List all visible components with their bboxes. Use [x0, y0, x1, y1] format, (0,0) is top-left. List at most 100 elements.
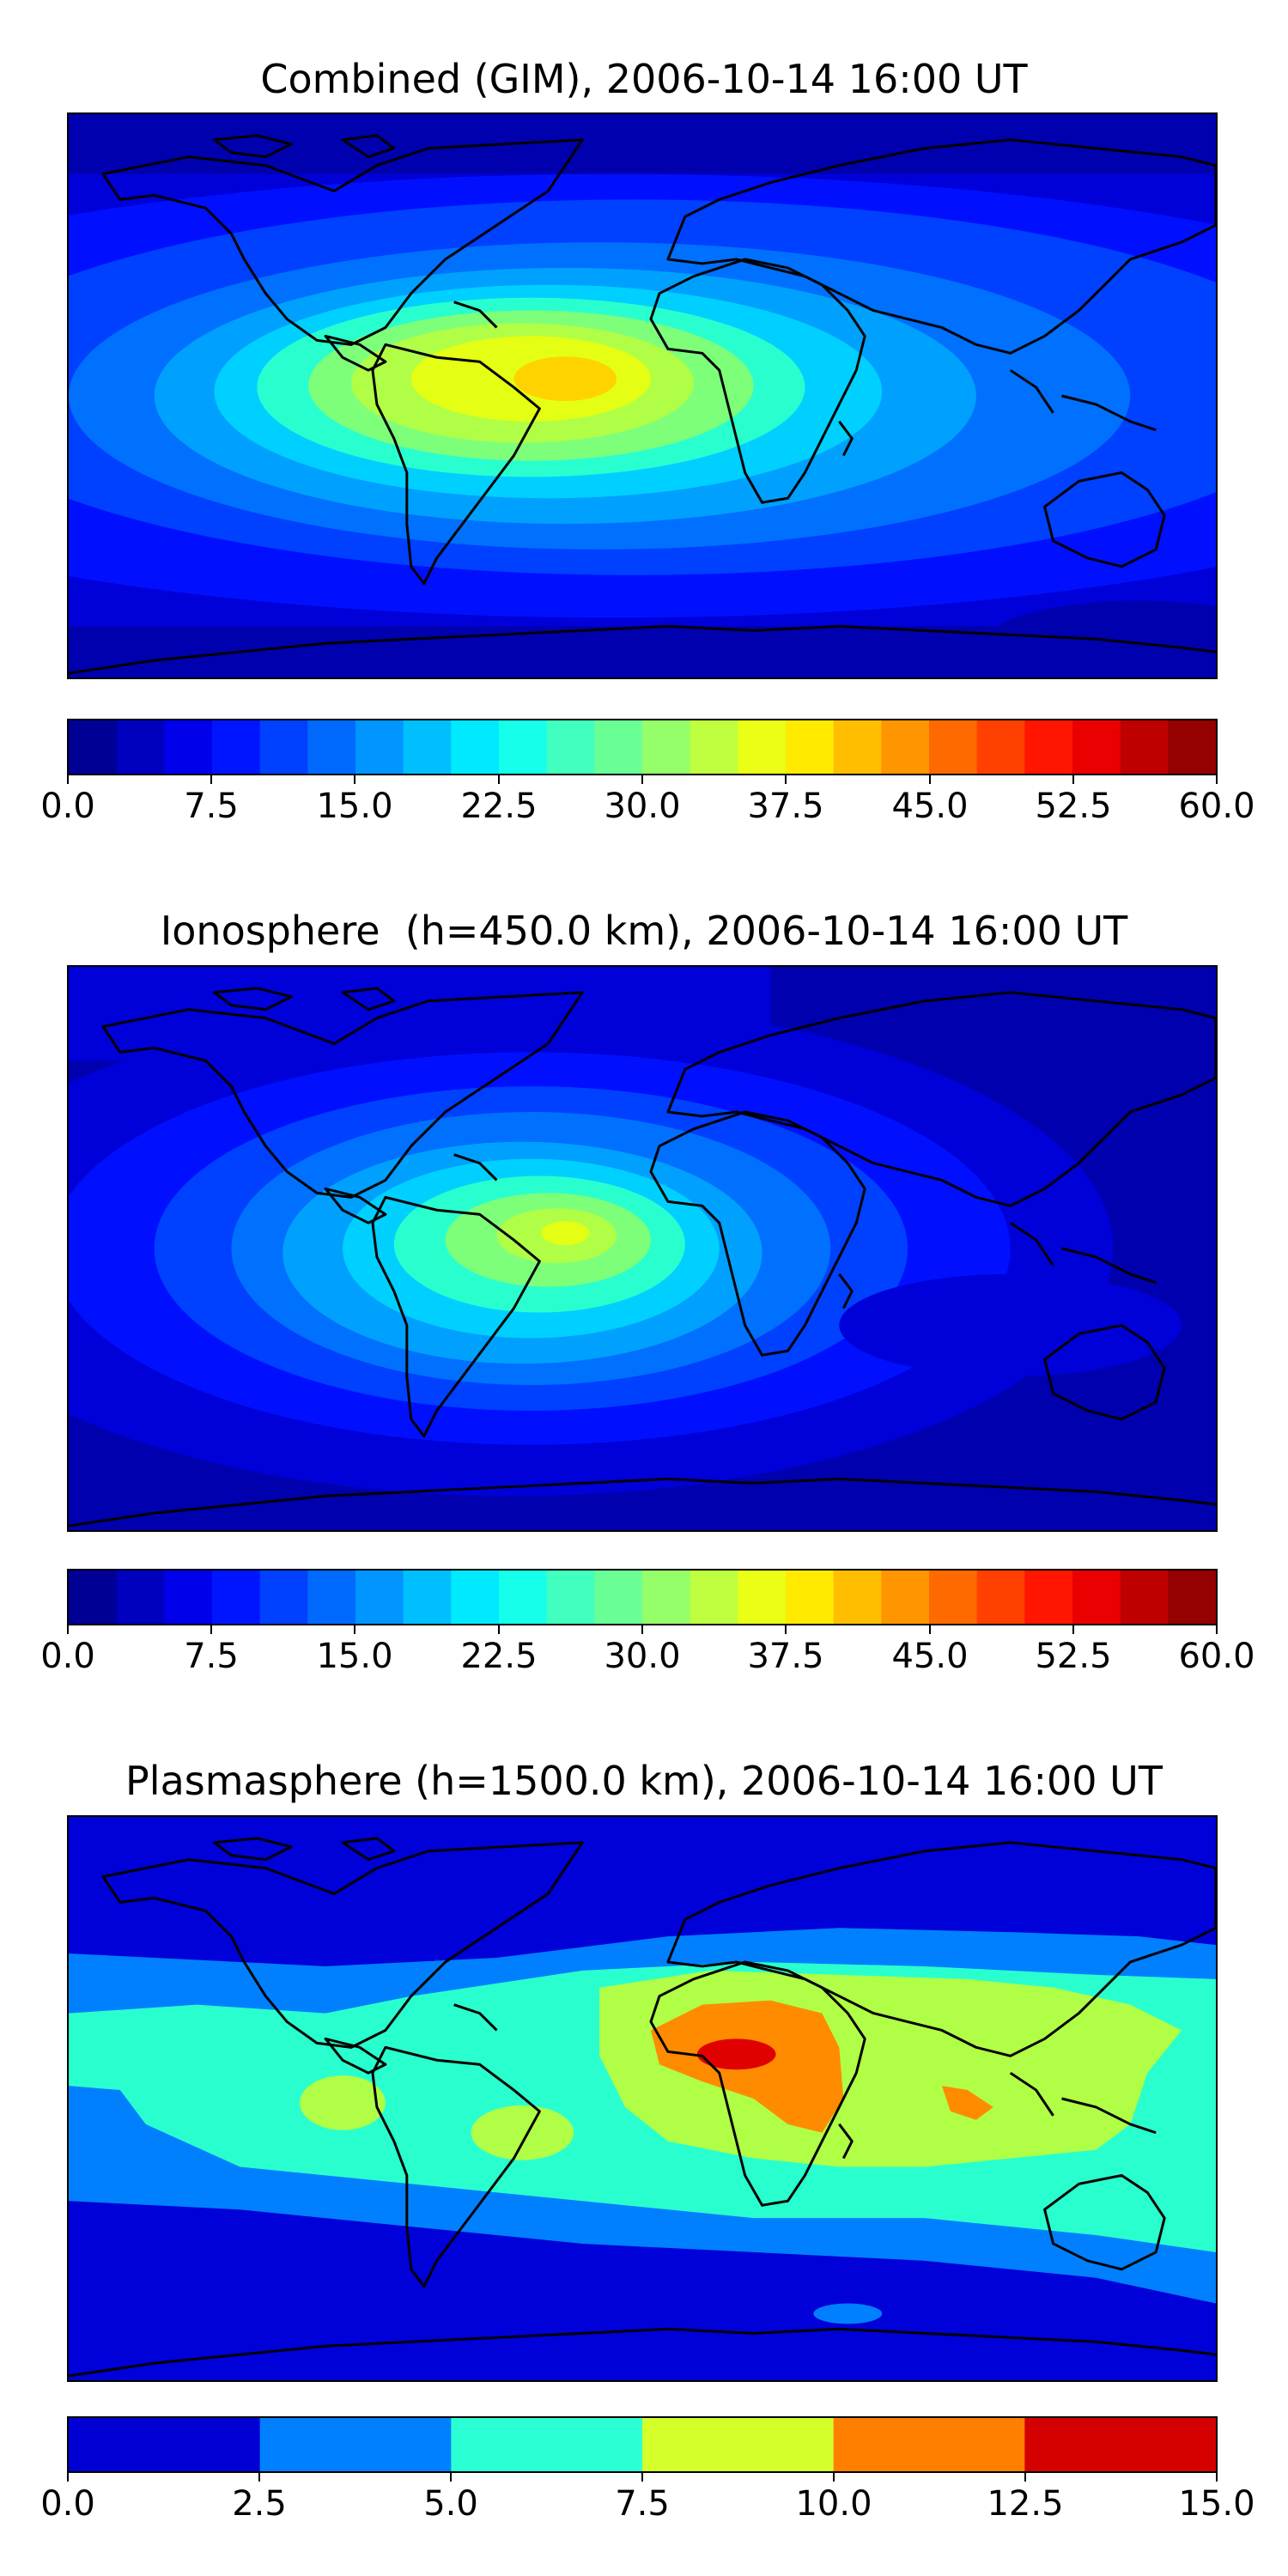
- panel-1-colorbar-ticks: 0.0 7.5 15.0 22.5 30.0 37.5 45.0 52.5 60…: [40, 775, 1255, 827]
- tick-label: 52.5: [1035, 787, 1112, 826]
- tick-label: 5.0: [423, 2484, 478, 2524]
- tick-mark: [1216, 2473, 1218, 2482]
- colorbar-level-5-to-7.5: [451, 2418, 643, 2471]
- tick-label: 15.0: [316, 787, 393, 826]
- colorbar-level-20-to-22.5: [451, 1571, 500, 1624]
- colorbar-level-12.5-to-15: [307, 1571, 356, 1624]
- tick-mark: [67, 775, 69, 784]
- colorbar-level-42.5-to-45: [881, 1571, 930, 1624]
- colorbar-level-35-to-37.5: [738, 1571, 787, 1624]
- tick-label: 60.0: [1178, 1637, 1255, 1676]
- panel-2-title: Ionosphere (h=450.0 km), 2006-10-14 16:0…: [160, 908, 1128, 954]
- colorbar-level-7.5-to-10: [212, 720, 261, 774]
- colorbar-level-37.5-to-40: [786, 1571, 835, 1624]
- tick-label: 15.0: [1178, 2484, 1255, 2524]
- colorbar-level-2.5-to-5: [259, 2418, 452, 2471]
- colorbar-level-40-to-42.5: [833, 720, 882, 774]
- colorbar-level-35-to-37.5: [738, 720, 787, 774]
- colorbar-level-20-to-22.5: [451, 720, 500, 774]
- tick-mark: [929, 1625, 931, 1634]
- tick-label: 30.0: [604, 1637, 681, 1676]
- colorbar-level-22.5-to-25: [499, 1571, 548, 1624]
- tick-label: 15.0: [316, 1637, 393, 1676]
- colorbar-level-42.5-to-45: [881, 720, 930, 774]
- tick-mark: [498, 1625, 500, 1634]
- panel-1-colorbar: [67, 719, 1218, 775]
- tick-mark: [450, 2473, 452, 2482]
- tick-label: 60.0: [1178, 787, 1255, 826]
- tick-label: 12.5: [987, 2484, 1064, 2524]
- tick-mark: [641, 1625, 643, 1634]
- tick-mark: [641, 2473, 643, 2482]
- panel-2-map: [67, 965, 1218, 1532]
- tick-mark: [641, 775, 643, 784]
- panel-1-title: Combined (GIM), 2006-10-14 16:00 UT: [260, 56, 1028, 102]
- tick-mark: [833, 2473, 835, 2482]
- tick-mark: [785, 1625, 787, 1634]
- colorbar-level-25-to-27.5: [546, 1571, 595, 1624]
- colorbar-level-50-to-52.5: [1024, 720, 1073, 774]
- colorbar-level-45-to-47.5: [929, 720, 978, 774]
- tick-mark: [1216, 775, 1218, 784]
- tick-label: 0.0: [40, 2484, 95, 2524]
- colorbar-level-12.5-to-15: [1024, 2418, 1216, 2471]
- colorbar-level-10-to-12.5: [833, 2418, 1025, 2471]
- tick-label: 52.5: [1035, 1637, 1112, 1676]
- tick-mark: [1024, 2473, 1026, 2482]
- colorbar-level-2.5-to-5: [116, 720, 165, 774]
- tick-label: 0.0: [40, 787, 95, 826]
- tick-label: 45.0: [891, 787, 969, 826]
- tick-mark: [929, 775, 931, 784]
- colorbar-level-5-to-7.5: [164, 1571, 213, 1624]
- panel-2-colorbar-ticks: 0.0 7.5 15.0 22.5 30.0 37.5 45.0 52.5 60…: [40, 1625, 1255, 1677]
- colorbar-level-7.5-to-10: [212, 1571, 261, 1624]
- colorbar-level-15-to-17.5: [355, 1571, 404, 1624]
- panel-3-colorbar: [67, 2416, 1218, 2473]
- panel-3-colorbar-ticks: 0.0 2.5 5.0 7.5 10.0 12.5 15.0: [40, 2473, 1255, 2524]
- colorbar-level-27.5-to-30: [594, 1571, 643, 1624]
- colorbar-level-10-to-12.5: [259, 720, 308, 774]
- colorbar-1-blocks: [69, 720, 1216, 774]
- colorbar-level-27.5-to-30: [594, 720, 643, 774]
- colorbar-level-40-to-42.5: [833, 1571, 882, 1624]
- tick-label: 0.0: [40, 1637, 95, 1676]
- colorbar-level-37.5-to-40: [786, 720, 835, 774]
- colorbar-level-17.5-to-20: [403, 1571, 452, 1624]
- colorbar-level-50-to-52.5: [1024, 1571, 1073, 1624]
- tick-label: 7.5: [184, 1637, 239, 1676]
- tick-mark: [67, 2473, 69, 2482]
- tick-label: 22.5: [460, 1637, 538, 1676]
- colorbar-3-blocks: [69, 2418, 1216, 2471]
- colorbar-level-52.5-to-55: [1072, 720, 1121, 774]
- colorbar-2-blocks: [69, 1571, 1216, 1624]
- tick-mark: [210, 775, 212, 784]
- colorbar-level-5-to-7.5: [164, 720, 213, 774]
- tick-mark: [210, 1625, 212, 1634]
- colorbar-level-0-to-2.5: [69, 1571, 118, 1624]
- colorbar-level-55-to-57.5: [1120, 720, 1169, 774]
- panel-2-colorbar: [67, 1569, 1218, 1625]
- tick-mark: [498, 775, 500, 784]
- colorbar-level-52.5-to-55: [1072, 1571, 1121, 1624]
- colorbar-level-55-to-57.5: [1120, 1571, 1169, 1624]
- tick-label: 22.5: [460, 787, 538, 826]
- tick-label: 2.5: [232, 2484, 287, 2524]
- colorbar-level-7.5-to-10: [642, 2418, 835, 2471]
- colorbar-level-57.5-to-60: [1168, 1571, 1216, 1624]
- panel-3-map: [67, 1815, 1218, 2382]
- colorbar-level-15-to-17.5: [355, 720, 404, 774]
- colorbar-level-10-to-12.5: [259, 1571, 308, 1624]
- tick-label: 10.0: [795, 2484, 872, 2524]
- panel-3-title: Plasmasphere (h=1500.0 km), 2006-10-14 1…: [125, 1758, 1163, 1804]
- tick-mark: [258, 2473, 260, 2482]
- colorbar-level-22.5-to-25: [499, 720, 548, 774]
- colorbar-level-0-to-2.5: [69, 2418, 261, 2471]
- tick-label: 7.5: [184, 787, 239, 826]
- panel-1-map: [67, 112, 1218, 679]
- colorbar-level-17.5-to-20: [403, 720, 452, 774]
- colorbar-level-47.5-to-50: [976, 720, 1025, 774]
- tick-mark: [1072, 775, 1074, 784]
- colorbar-level-0-to-2.5: [69, 720, 118, 774]
- tick-label: 37.5: [747, 1637, 824, 1676]
- tick-label: 7.5: [615, 2484, 670, 2524]
